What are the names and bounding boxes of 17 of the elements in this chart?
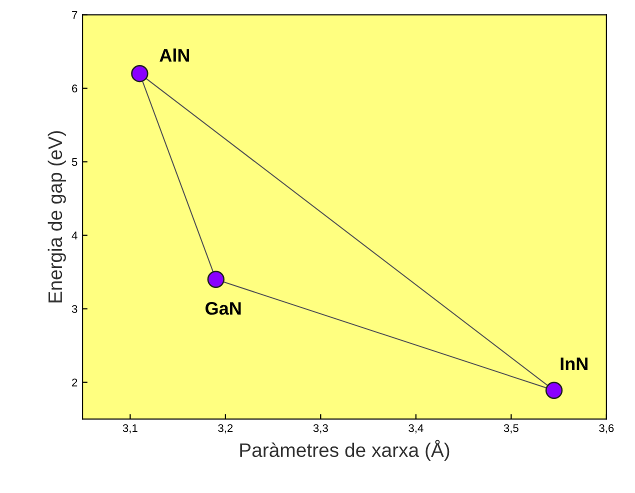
- x-tick-label: 3,3: [313, 424, 328, 434]
- x-tick-label: 3,2: [218, 424, 233, 434]
- x-tick-label: 3,6: [599, 424, 614, 434]
- x-tick-label: 3,1: [122, 424, 138, 434]
- annotation: GaN: [206, 302, 241, 315]
- x-tick-label: 3,5: [504, 424, 518, 434]
- y-tick-label: 6: [72, 84, 78, 92]
- y-tick-label: 7: [72, 11, 78, 19]
- annotation: AlN: [160, 48, 190, 62]
- x-tick-label: 3,4: [408, 424, 424, 434]
- y-axis-title: Energia de gap (eV): [48, 131, 66, 302]
- x-axis-title: Paràmetres de xarxa (Å): [240, 440, 450, 461]
- annotation: InN: [560, 358, 588, 370]
- y-tick-label: 5: [72, 158, 78, 166]
- y-tick-label: 2: [72, 378, 78, 386]
- y-tick-label: 4: [72, 232, 78, 240]
- y-tick-label: 3: [72, 305, 78, 313]
